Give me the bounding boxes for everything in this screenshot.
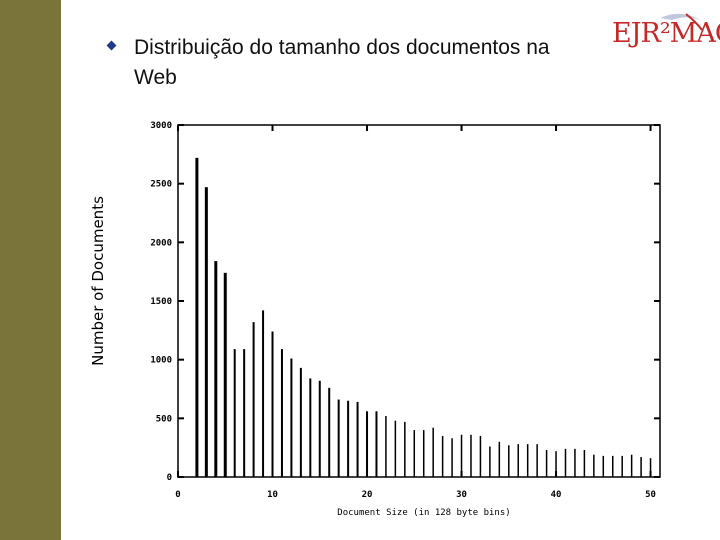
bar [508,445,510,477]
x-tick-label: 30 [456,490,467,500]
bar [271,331,274,477]
bar [470,434,472,477]
y-tick-label: 0 [167,473,172,483]
x-axis-label: Document Size (in 128 byte bins) [337,508,510,518]
logo: EJR²MAC [612,8,720,63]
bar [621,455,623,477]
bar-chart: 0 500 1000 1500 2000 2500 3000 0 10 20 30 40 50 Docum… [89,121,661,518]
bar [574,448,576,477]
x-tick-label: 10 [267,490,278,500]
bar [545,450,548,477]
bar [564,448,567,477]
bar [223,272,227,477]
y-tick-label: 1000 [150,356,172,366]
bullet-diamond-icon [106,40,117,51]
y-tick-label: 1500 [150,297,172,307]
y-tick-label: 3000 [150,121,172,131]
bar [489,446,491,477]
bar [479,435,482,477]
bar [243,349,246,477]
bar [555,451,557,477]
bar [432,427,434,477]
x-tick-label: 40 [551,490,562,500]
logo-swoosh-icon [660,13,704,31]
y-tick-label: 500 [156,414,172,424]
bar [649,458,652,477]
bar [375,411,378,477]
bar [385,415,387,477]
x-tick-label: 20 [362,490,373,500]
bar [583,450,586,477]
bar [195,157,199,477]
bar [299,367,302,477]
bar [262,310,265,477]
bar [252,322,255,477]
bar [337,399,340,477]
bar [347,400,350,477]
bar [309,378,312,477]
bar [394,420,397,477]
bar [233,349,236,477]
bar [204,187,208,477]
bar [593,454,595,477]
bar [422,430,425,477]
bar [356,401,359,477]
bar [630,454,633,477]
bar [328,387,331,477]
side-bar [0,0,61,540]
logo-text: EJR²MAC [612,18,720,49]
x-tick-label: 50 [645,490,656,500]
bar [318,380,321,477]
bar [536,444,538,477]
y-axis-label: Number of Documents [89,196,107,366]
bar [526,444,529,477]
bar [640,457,642,477]
bar [290,358,293,477]
bar [611,455,614,477]
slide-title: Distribuição do tamanho dos documentos n… [134,36,550,89]
bar [451,438,453,477]
bar [280,349,283,477]
bar [214,261,218,477]
bar [441,435,444,477]
slide-title-block: Distribuição do tamanho dos documentos n… [106,33,588,93]
bar [602,455,605,477]
bar [517,444,519,477]
x-tick-label: 0 [175,490,180,500]
bar [498,441,501,477]
bar [413,430,416,477]
bar [404,421,406,477]
y-tick-label: 2500 [150,180,172,190]
y-tick-label: 2000 [150,238,172,248]
bar [366,411,369,477]
bar [460,434,463,477]
plot-frame [177,124,661,478]
